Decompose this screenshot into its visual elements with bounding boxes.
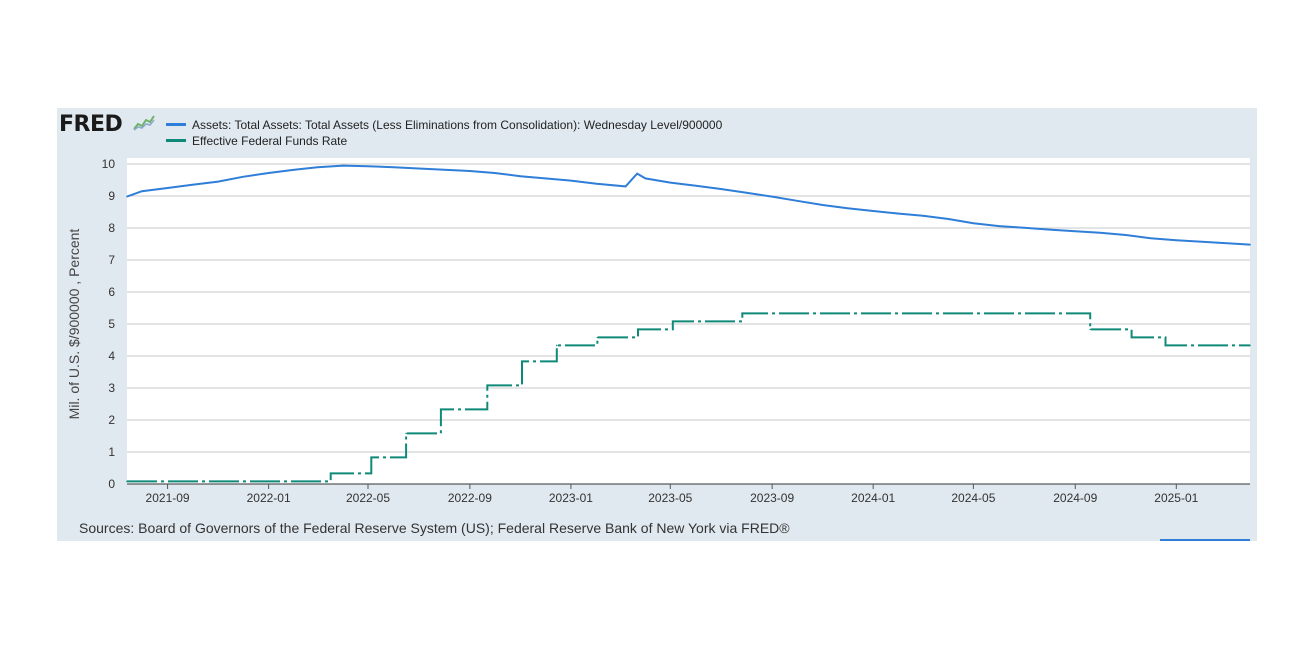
series-point-assets bbox=[595, 183, 598, 185]
series-point-assets bbox=[669, 181, 672, 184]
x-tick-label: 2023-01 bbox=[549, 491, 593, 505]
x-tick-label: 2023-09 bbox=[750, 491, 794, 505]
series-point-assets bbox=[392, 166, 395, 168]
series-point-assets bbox=[126, 195, 128, 198]
fred-logo-text: FRED bbox=[59, 112, 123, 137]
y-tick-label: 9 bbox=[108, 189, 115, 203]
series-point-assets bbox=[1175, 239, 1178, 241]
series-point-assets bbox=[469, 170, 471, 172]
series-point-assets bbox=[1048, 228, 1051, 231]
series-point-assets bbox=[846, 207, 849, 209]
sources-note: Sources: Board of Governors of the Feder… bbox=[79, 520, 790, 536]
legend-item-assets[interactable]: Assets: Total Assets: Total Assets (Less… bbox=[166, 117, 722, 133]
series-point-effr bbox=[1089, 328, 1091, 331]
x-tick-label: 2022-01 bbox=[247, 491, 291, 505]
y-tick-label: 4 bbox=[108, 349, 115, 363]
series-point-effr bbox=[440, 408, 442, 411]
x-tick-label: 2024-05 bbox=[951, 491, 995, 505]
series-point-effr bbox=[126, 480, 128, 483]
series-point-assets bbox=[947, 218, 950, 220]
series-point-effr bbox=[596, 336, 599, 339]
x-tick-label: 2024-09 bbox=[1053, 491, 1097, 505]
series-point-effr bbox=[637, 328, 639, 331]
series-point-assets bbox=[695, 185, 697, 187]
series-point-assets bbox=[796, 200, 798, 202]
series-point-assets bbox=[367, 165, 369, 167]
series-point-effr bbox=[556, 344, 558, 347]
series-line-assets bbox=[126, 164, 1251, 246]
y-tick-label: 5 bbox=[108, 317, 115, 331]
y-tick-label: 10 bbox=[102, 157, 116, 171]
series-point-assets bbox=[872, 210, 874, 212]
x-tick-label: 2023-05 bbox=[648, 491, 692, 505]
series-point-assets bbox=[141, 190, 143, 192]
series-point-assets bbox=[570, 179, 572, 182]
y-tick-label: 0 bbox=[108, 477, 115, 491]
legend-item-effr[interactable]: Effective Federal Funds Rate bbox=[166, 133, 347, 149]
y-tick-label: 8 bbox=[108, 221, 115, 235]
fred-logo-chart-icon bbox=[133, 115, 155, 131]
series-point-effr bbox=[521, 360, 523, 363]
series-point-assets bbox=[242, 176, 244, 178]
series-point-effr bbox=[370, 456, 373, 459]
series-point-assets bbox=[771, 195, 773, 198]
series-point-assets bbox=[1201, 241, 1203, 243]
series-line-effr bbox=[127, 312, 1250, 483]
series-point-effr bbox=[405, 432, 407, 435]
series-point-effr bbox=[486, 384, 489, 387]
y-tick-label: 7 bbox=[108, 253, 115, 267]
series-point-effr bbox=[1130, 336, 1133, 339]
series-point-assets bbox=[191, 184, 194, 186]
series-point-assets bbox=[493, 172, 496, 174]
series-point-assets bbox=[720, 188, 722, 190]
y-tick-label: 6 bbox=[108, 285, 115, 299]
series-point-assets bbox=[998, 225, 1000, 227]
series-point-assets bbox=[636, 172, 638, 175]
series-point-assets bbox=[821, 204, 824, 206]
y-axis-title: Mil. of U.S. $/900000 , Percent bbox=[66, 229, 82, 420]
x-tick-label: 2022-05 bbox=[346, 491, 390, 505]
series-point-assets bbox=[267, 172, 270, 174]
fred-logo[interactable]: FRED bbox=[59, 111, 155, 139]
series-point-assets bbox=[293, 169, 296, 171]
series-point-assets bbox=[166, 187, 169, 189]
series-point-effr bbox=[1249, 344, 1251, 347]
series-point-assets bbox=[1125, 234, 1127, 236]
x-tick-label: 2024-01 bbox=[851, 491, 895, 505]
series-point-assets bbox=[972, 222, 975, 224]
legend-swatch-assets bbox=[166, 123, 186, 127]
x-tick-label: 2022-09 bbox=[448, 491, 492, 505]
series-point-assets bbox=[417, 167, 420, 170]
series-point-assets bbox=[342, 164, 345, 167]
y-tick-label: 1 bbox=[108, 445, 115, 459]
series-point-assets bbox=[1249, 243, 1251, 246]
legend-swatch-effr bbox=[166, 139, 186, 143]
series-point-assets bbox=[1099, 232, 1101, 234]
series-point-effr bbox=[329, 472, 332, 475]
series-point-assets bbox=[922, 215, 924, 217]
legend-label-assets: Assets: Total Assets: Total Assets (Less… bbox=[192, 118, 723, 132]
legend-label-effr: Effective Federal Funds Rate bbox=[192, 134, 348, 148]
series-point-assets bbox=[519, 175, 522, 177]
series-point-assets bbox=[898, 212, 900, 215]
share-tab-indicator bbox=[1160, 539, 1250, 541]
series-point-assets bbox=[624, 185, 627, 188]
series-point-assets bbox=[1074, 230, 1077, 232]
x-tick-label: 2025-01 bbox=[1154, 491, 1198, 505]
x-tick-label: 2021-09 bbox=[146, 491, 190, 505]
series-point-assets bbox=[443, 169, 446, 171]
y-tick-label: 3 bbox=[108, 381, 115, 395]
series-point-assets bbox=[544, 177, 546, 180]
series-point-effr bbox=[1164, 344, 1167, 347]
series-point-assets bbox=[745, 192, 748, 194]
series-point-assets bbox=[1149, 237, 1152, 239]
series-point-assets bbox=[1023, 226, 1025, 229]
series-point-effr bbox=[672, 320, 674, 323]
series-point-effr bbox=[741, 312, 744, 315]
series-point-assets bbox=[316, 166, 319, 168]
series-point-assets bbox=[217, 180, 219, 183]
y-tick-label: 2 bbox=[108, 413, 115, 427]
series-point-assets bbox=[644, 177, 647, 180]
